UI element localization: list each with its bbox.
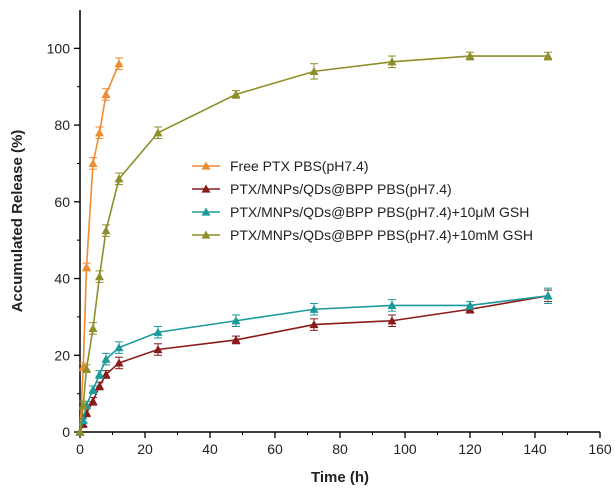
data-point <box>231 316 241 325</box>
data-point <box>465 300 475 309</box>
data-point <box>95 369 104 379</box>
data-point <box>88 396 98 405</box>
x-tick-label: 140 <box>523 441 547 457</box>
x-tick-label: 60 <box>267 441 283 457</box>
data-point <box>101 369 111 379</box>
data-point <box>231 89 241 98</box>
y-tick-label: 60 <box>54 194 70 210</box>
legend-marker <box>201 161 211 170</box>
legend-entry-2: PTX/MNPs/QDs@BPP PBS(pH7.4) <box>192 181 452 197</box>
legend-label: Free PTX PBS(pH7.4) <box>230 158 369 174</box>
data-point <box>101 89 111 98</box>
data-point <box>114 358 124 367</box>
data-point <box>75 427 85 436</box>
legend-entry-4: PTX/MNPs/QDs@BPP PBS(pH7.4)+10mM GSH <box>192 227 533 243</box>
data-point <box>387 300 397 309</box>
data-point <box>153 327 163 336</box>
legend-entry-1: Free PTX PBS(pH7.4) <box>192 158 369 174</box>
data-point <box>465 51 475 60</box>
series-line <box>79 295 549 433</box>
series-line <box>79 295 549 433</box>
legend-entry-3: PTX/MNPs/QDs@BPP PBS(pH7.4)+10μM GSH <box>192 204 529 220</box>
series-layer <box>75 51 553 436</box>
data-point <box>82 262 91 271</box>
data-point <box>95 381 104 390</box>
legend-label: PTX/MNPs/QDs@BPP PBS(pH7.4)+10mM GSH <box>230 227 533 243</box>
data-point <box>153 345 163 354</box>
legend-label: PTX/MNPs/QDs@BPP PBS(pH7.4) <box>230 181 452 197</box>
x-tick-label: 80 <box>332 441 348 457</box>
data-point <box>88 385 98 394</box>
x-tick-label: 160 <box>588 441 612 457</box>
data-point <box>309 304 319 313</box>
data-point <box>95 128 104 137</box>
data-point <box>153 128 163 137</box>
data-point <box>78 400 88 409</box>
data-point <box>309 320 319 329</box>
data-point <box>88 158 98 168</box>
legend-marker <box>201 230 211 239</box>
data-point <box>309 66 319 75</box>
legend: Free PTX PBS(pH7.4) PTX/MNPs/QDs@BPP PBS(… <box>192 158 533 243</box>
data-point <box>114 343 124 352</box>
x-axis-title: Time (h) <box>311 469 369 486</box>
data-point <box>543 291 553 300</box>
x-tick-label: 20 <box>137 441 153 457</box>
y-tick-label: 0 <box>62 424 70 440</box>
legend-label: PTX/MNPs/QDs@BPP PBS(pH7.4)+10μM GSH <box>230 204 529 220</box>
data-point <box>114 59 124 68</box>
data-point <box>101 226 111 235</box>
data-point <box>95 272 104 281</box>
x-tick-label: 0 <box>76 441 84 457</box>
y-tick-label: 40 <box>54 271 70 287</box>
data-point <box>231 335 241 344</box>
series-3 <box>75 287 553 436</box>
y-tick-label: 80 <box>54 117 70 133</box>
legend-marker <box>201 207 211 216</box>
x-tick-label: 100 <box>393 441 417 457</box>
data-point <box>101 354 111 363</box>
series-4 <box>75 51 553 436</box>
y-tick-label: 100 <box>47 40 71 56</box>
data-point <box>387 57 397 66</box>
data-point <box>88 323 98 333</box>
axes: 0 20 40 60 80 100 120 140 160 0 20 40 60 80 100 <box>47 10 612 457</box>
series-line <box>79 55 548 433</box>
data-point <box>82 364 91 373</box>
data-point <box>543 51 553 60</box>
y-axis-title: Accumulated Release (%) <box>9 130 26 313</box>
data-point <box>387 316 397 325</box>
x-tick-label: 120 <box>458 441 482 457</box>
series-1 <box>75 57 124 436</box>
legend-marker <box>201 184 211 193</box>
data-point <box>114 174 124 183</box>
x-tick-label: 40 <box>202 441 218 457</box>
y-tick-label: 20 <box>54 347 70 363</box>
